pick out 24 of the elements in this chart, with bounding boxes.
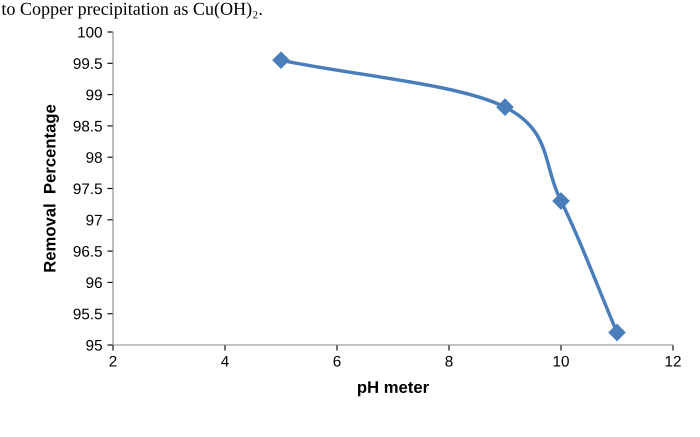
point bbox=[496, 98, 514, 116]
y-tick-label: 95.5 bbox=[74, 308, 102, 320]
point bbox=[552, 192, 570, 210]
x-tick-label: 6 bbox=[334, 356, 341, 367]
y-tick-label: 99 bbox=[86, 89, 102, 100]
point bbox=[272, 52, 290, 69]
x-tick-label: 2 bbox=[110, 356, 116, 366]
y-tick-label: 97 bbox=[86, 214, 102, 226]
y-tick-label: 95 bbox=[86, 340, 102, 351]
y-tick-label: 96 bbox=[86, 277, 102, 288]
y-tick-label: 100 bbox=[78, 26, 102, 38]
point bbox=[608, 324, 626, 342]
y-axis-title: Removal Percentage bbox=[43, 104, 59, 272]
x-tick-label: 4 bbox=[221, 356, 229, 366]
y-tick-label: 98.5 bbox=[74, 120, 102, 132]
y-tick-label: 96.5 bbox=[74, 246, 102, 257]
y-tick-label: 97.5 bbox=[74, 183, 102, 194]
x-tick-label: 10 bbox=[554, 356, 569, 367]
x-axis-title: pH meter bbox=[358, 381, 429, 396]
text: to Copper precipitation as Cu(OH)₂. bbox=[2, 2, 262, 19]
x-tick-label: 8 bbox=[445, 356, 453, 367]
y-tick-label: 99.5 bbox=[74, 58, 102, 69]
x-tick-label: 12 bbox=[666, 356, 681, 366]
y-tick-label: 98 bbox=[86, 152, 102, 163]
